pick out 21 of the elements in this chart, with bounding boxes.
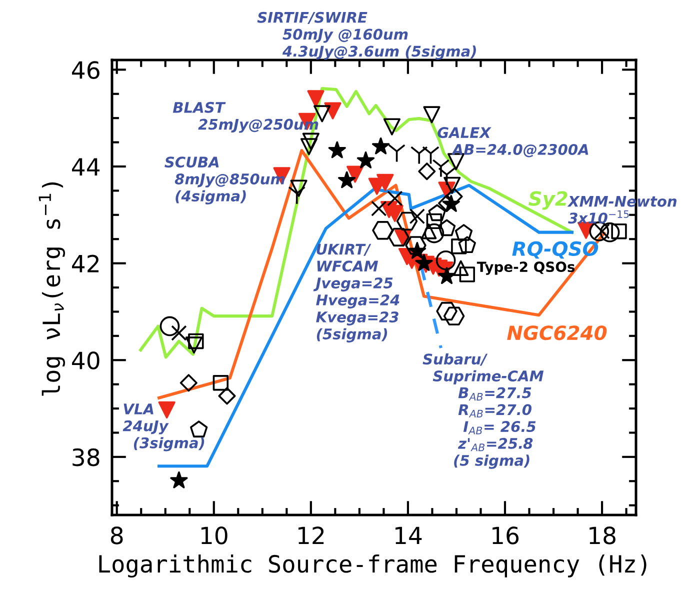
series-label: Sy2 — [528, 191, 568, 210]
x-tick-label: 14 — [396, 526, 422, 544]
annotation: VLA 24uJy (3sigma) — [122, 404, 204, 452]
x-tick-label: 12 — [298, 526, 324, 544]
y-tick-label: 42 — [72, 254, 99, 272]
y-tick-label: 38 — [72, 448, 100, 466]
annotation: GALEX AB=24.0@2300A — [438, 127, 588, 158]
y-axis-title: log νL$_{ν}$(erg s$^{−1}$) — [38, 182, 66, 396]
x-axis-title: Logarithmic Source-frame Frequency (Hz) — [99, 554, 646, 578]
annotation: UKIRT/ WFCAM Jvega=25 Hvega=24 Kvega=23 (5sigma) — [313, 244, 400, 342]
y-tick-label: 46 — [72, 61, 100, 79]
y-tick-label: 40 — [72, 352, 100, 370]
text: SIRTIF/SWIRE 50mJy @160um 4.3uJy@3.6um (5sigma) — [257, 12, 476, 60]
x-tick-label: 10 — [201, 526, 228, 544]
series-label: NGC6240 — [507, 325, 607, 340]
x-tick-label: 16 — [492, 526, 519, 544]
x-tick-label: 18 — [590, 526, 616, 544]
text: Subaru/ Suprime-CAM B$_{AB}$=27.5 R$_{AB}$=27.0 I$_{AB}$= 26.5 z'$_{AB}$=25.8 (5 sigma) — [422, 353, 544, 469]
annotation: Type-2 QSOs — [476, 262, 575, 275]
x-tick-label: 8 — [110, 526, 123, 544]
y-tick-label: 44 — [72, 158, 100, 176]
